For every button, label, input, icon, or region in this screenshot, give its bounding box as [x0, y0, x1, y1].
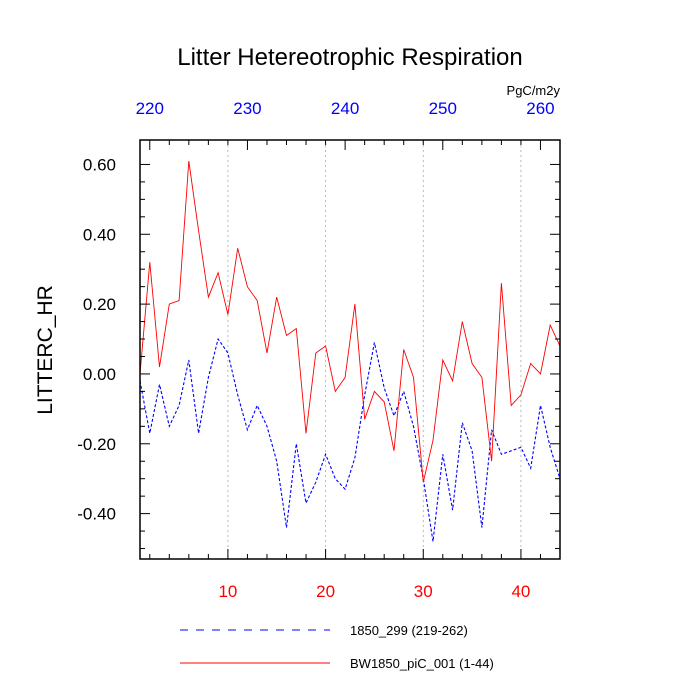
x-tick-label: 20: [316, 582, 335, 601]
axis-ticks: 10 20 30 40 220 230 240 250 260 0.60 0.40 0.20 0.00 -…: [77, 99, 561, 601]
y-tick-label: -0.20: [77, 435, 116, 454]
top-tick-label: 260: [526, 99, 554, 118]
x-tick-label: 10: [218, 582, 237, 601]
series-lines: [140, 160, 560, 542]
y-tick-label: 0.00: [83, 365, 116, 384]
x-tick-label: 40: [511, 582, 530, 601]
top-tick-label: 250: [429, 99, 457, 118]
top-tick-label: 220: [136, 99, 164, 118]
x-tick-label: 30: [414, 582, 433, 601]
legend-label-1: 1850_299 (219-262): [350, 623, 468, 638]
top-tick-label: 240: [331, 99, 359, 118]
grid-lines: [227, 140, 522, 559]
y-tick-label: 0.40: [83, 225, 116, 244]
series-line-2: [140, 160, 560, 483]
plot-frame: [139, 139, 561, 560]
y-tick-label: 0.20: [83, 295, 116, 314]
y-tick-label: -0.40: [77, 505, 116, 524]
legend-label-2: BW1850_piC_001 (1-44): [350, 656, 494, 671]
legend: 1850_299 (219-262) BW1850_piC_001 (1-44): [180, 623, 494, 671]
y-axis-label: LITTERC_HR: [34, 285, 57, 415]
y-tick-label: 0.60: [83, 155, 116, 174]
top-tick-label: 230: [233, 99, 261, 118]
units-label: PgC/m2y: [507, 83, 561, 98]
chart-title: Litter Hetereotrophic Respiration: [177, 44, 523, 71]
